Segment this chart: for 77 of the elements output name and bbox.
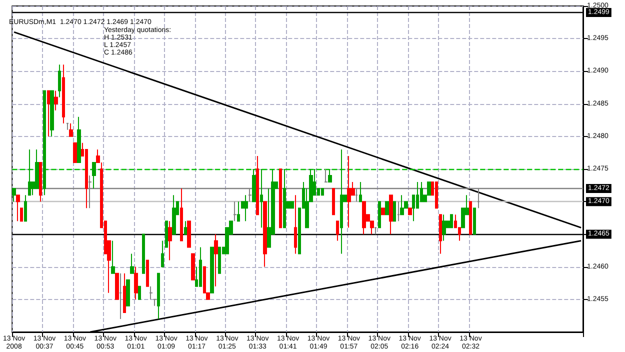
candlestick [119, 272, 122, 320]
candlestick [62, 64, 65, 124]
candlestick [336, 220, 339, 242]
candlestick [435, 182, 438, 209]
candlestick [115, 272, 119, 300]
candlestick [397, 201, 400, 222]
candlestick [279, 168, 282, 228]
candlestick [332, 188, 335, 216]
candlestick [66, 122, 69, 130]
candlestick [47, 90, 50, 137]
candlestick [400, 194, 404, 216]
candlestick [149, 286, 153, 300]
candlestick [50, 90, 54, 137]
candlestick [12, 188, 16, 202]
candlestick [165, 220, 168, 248]
candlestick [233, 201, 237, 222]
candlestick [111, 240, 115, 274]
candlestick [199, 246, 202, 287]
candlestick [24, 194, 27, 222]
candlestick [138, 286, 141, 300]
candlestick [126, 279, 130, 306]
candlestick [54, 90, 58, 111]
candlestick [210, 246, 214, 294]
candlestick [328, 168, 332, 183]
candlestick [263, 201, 267, 268]
candlestick [73, 142, 77, 163]
candlestick [256, 155, 259, 216]
candlestick [283, 168, 286, 228]
candlestick [16, 194, 20, 222]
candlestick [378, 201, 381, 228]
candlestick [294, 194, 297, 254]
candlestick [187, 220, 191, 248]
candlestick [469, 201, 472, 235]
candlestick [180, 188, 183, 242]
candlestick [218, 246, 221, 274]
candlestick [347, 155, 351, 228]
candlestick [324, 168, 328, 183]
candlestick [20, 208, 23, 222]
candlestick [123, 272, 126, 313]
candlestick [381, 208, 385, 216]
candlestick [146, 260, 149, 287]
candlestick [43, 90, 46, 196]
candlestick [442, 214, 446, 242]
candlestick [130, 253, 134, 274]
candlestick [374, 227, 377, 235]
candlestick [237, 201, 240, 222]
candlestick [157, 272, 160, 320]
candlestick [393, 201, 396, 222]
candlestick [385, 201, 389, 216]
candlestick [92, 162, 96, 190]
candlestick [408, 208, 412, 216]
candlestick [321, 188, 324, 196]
candlestick [28, 148, 31, 196]
candlestick [389, 194, 393, 235]
candlestick [168, 220, 172, 261]
candlestick [69, 122, 73, 137]
candlestick [439, 214, 442, 254]
candlestick [58, 64, 61, 98]
candlestick [340, 148, 343, 254]
candlestick [473, 208, 476, 235]
candlestick [290, 201, 294, 209]
candlestick [244, 194, 248, 222]
candlestick [77, 116, 81, 163]
candlestick [142, 234, 145, 274]
candlestick [39, 162, 42, 202]
candlestick [172, 194, 176, 235]
candlestick [184, 220, 187, 235]
candlestick [161, 240, 164, 268]
candlestick [191, 253, 195, 280]
candlestick [450, 214, 453, 228]
candlestick [153, 298, 157, 306]
candlestick [214, 234, 218, 287]
candlestick [362, 201, 366, 235]
candlestick [252, 168, 256, 202]
candlestick [134, 266, 138, 300]
candlestick [260, 168, 263, 228]
candlestick [359, 182, 362, 202]
